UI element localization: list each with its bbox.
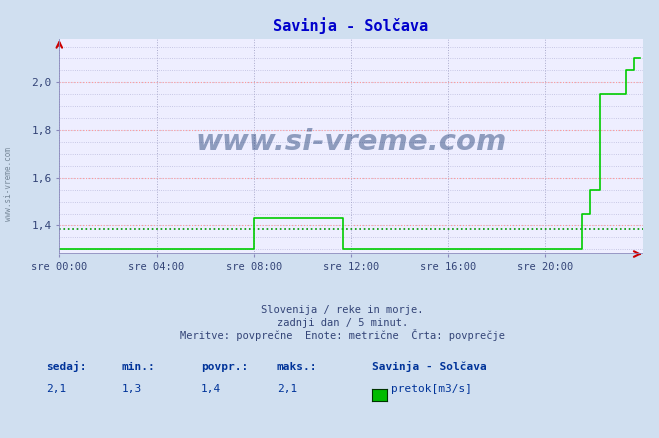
Text: 2,1: 2,1: [277, 384, 297, 394]
Text: Savinja - Solčava: Savinja - Solčava: [372, 361, 487, 372]
Text: Meritve: povprečne  Enote: metrične  Črta: povprečje: Meritve: povprečne Enote: metrične Črta:…: [180, 329, 505, 342]
Text: 1,3: 1,3: [122, 384, 142, 394]
Text: povpr.:: povpr.:: [201, 362, 248, 372]
Text: maks.:: maks.:: [277, 362, 317, 372]
Title: Savinja - Solčava: Savinja - Solčava: [273, 17, 428, 34]
Text: www.si-vreme.com: www.si-vreme.com: [195, 128, 507, 156]
Text: 2,1: 2,1: [46, 384, 67, 394]
Text: 1,4: 1,4: [201, 384, 221, 394]
Text: sedaj:: sedaj:: [46, 361, 86, 372]
Text: zadnji dan / 5 minut.: zadnji dan / 5 minut.: [277, 318, 409, 328]
Text: pretok[m3/s]: pretok[m3/s]: [391, 384, 473, 394]
Text: www.si-vreme.com: www.si-vreme.com: [4, 147, 13, 221]
Text: min.:: min.:: [122, 362, 156, 372]
Text: Slovenija / reke in morje.: Slovenija / reke in morje.: [262, 305, 424, 315]
